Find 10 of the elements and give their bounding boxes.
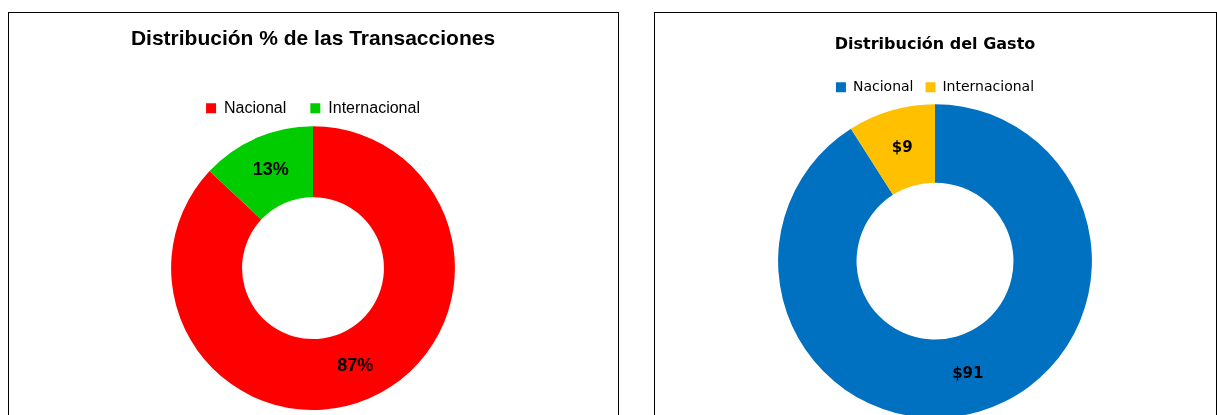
- legend-label: Nacional: [224, 98, 287, 116]
- data-label: $9: [891, 137, 913, 156]
- data-label: $91: [952, 363, 984, 382]
- legend-label: Internacional: [328, 98, 420, 116]
- chart-title: Distribución del Gasto: [834, 33, 1036, 53]
- chart-title: Distribución % de las Transacciones: [130, 26, 496, 50]
- data-label: 13%: [252, 159, 289, 180]
- data-label: 87%: [337, 354, 374, 375]
- legend-label: Nacional: [852, 77, 914, 94]
- legend-label: Internacional: [942, 77, 1035, 94]
